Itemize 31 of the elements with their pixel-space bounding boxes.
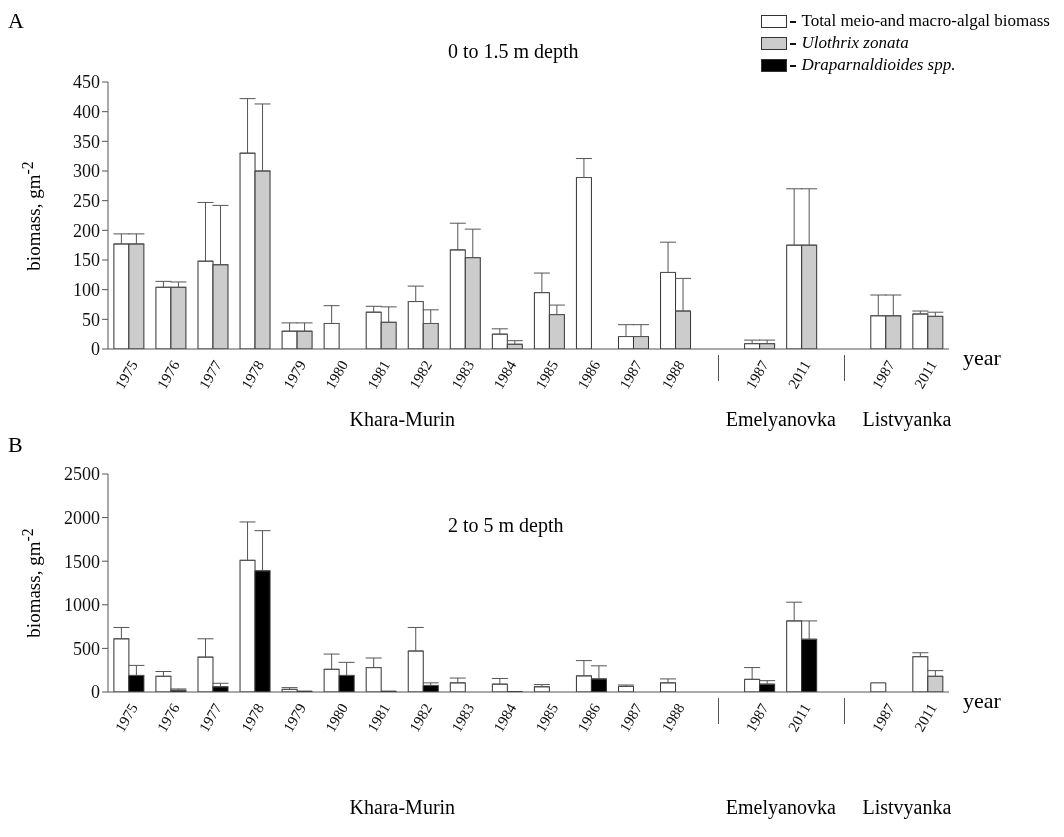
legend-label: Ulothrix zonata bbox=[790, 33, 909, 53]
y-tick-label: 200 bbox=[73, 220, 100, 241]
y-tick-label: 500 bbox=[73, 638, 100, 659]
text: B bbox=[8, 432, 23, 458]
y-tick-label: 0 bbox=[91, 682, 100, 703]
text: Listvyanka bbox=[862, 796, 952, 819]
text: 2 to 5 m depth bbox=[448, 514, 564, 537]
y-tick-label: 0 bbox=[91, 339, 100, 360]
x-axis-title: year bbox=[963, 345, 1001, 371]
y-tick-label: 1000 bbox=[64, 595, 100, 616]
y-tick-label: 350 bbox=[73, 131, 100, 152]
y-tick-label: 2500 bbox=[64, 464, 100, 485]
y-tick-label: 1500 bbox=[64, 551, 100, 572]
text: Khara-Murin bbox=[349, 796, 456, 819]
chart-title: 0 to 1.5 m depth bbox=[448, 40, 579, 63]
y-tick-label: 450 bbox=[73, 72, 100, 93]
y-tick-label: 100 bbox=[73, 280, 100, 301]
y-tick-label: 50 bbox=[82, 309, 100, 330]
x-axis-title: year bbox=[963, 688, 1001, 714]
y-tick-label: 300 bbox=[73, 161, 100, 182]
text: Khara-Murin bbox=[349, 408, 456, 431]
text: Emelyanovka bbox=[725, 796, 836, 819]
y-tick-label: 2000 bbox=[64, 507, 100, 528]
y-tick-label: 400 bbox=[73, 102, 100, 123]
legend-label: Draparnaldioides spp. bbox=[790, 55, 956, 75]
y-tick-label: 150 bbox=[73, 250, 100, 271]
text: A bbox=[8, 8, 24, 34]
y-tick-label: 250 bbox=[73, 191, 100, 212]
legend-label: Total meio-and macro-algal biomass bbox=[790, 11, 1050, 31]
text: Emelyanovka bbox=[725, 408, 836, 431]
text: Listvyanka bbox=[862, 408, 952, 431]
